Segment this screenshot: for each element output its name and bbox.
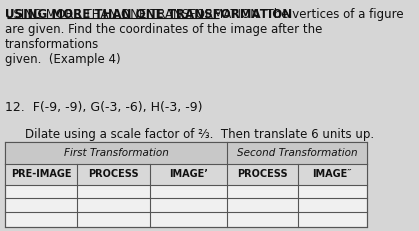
Text: Second Transformation: Second Transformation: [237, 148, 357, 158]
Text: IMAGE’: IMAGE’: [169, 169, 208, 179]
Text: 12.  F(-9, -9), G(-3, -6), H(-3, -9): 12. F(-9, -9), G(-3, -6), H(-3, -9): [5, 101, 203, 114]
Text: Dilate using a scale factor of ⅔.  Then translate 6 units up.: Dilate using a scale factor of ⅔. Then t…: [26, 128, 375, 141]
Text: First Transformation: First Transformation: [64, 148, 169, 158]
Bar: [5, 164, 367, 185]
Text: IMAGE″: IMAGE″: [313, 169, 352, 179]
Text: PROCESS: PROCESS: [237, 169, 288, 179]
Text: USING MORE THAN ONE TRANSFORMATION: USING MORE THAN ONE TRANSFORMATION: [5, 8, 292, 21]
Text: PROCESS: PROCESS: [88, 169, 139, 179]
Text: USING MORE THAN ONE TRANSFORMATION  The vertices of a figure
are given. Find the: USING MORE THAN ONE TRANSFORMATION The v…: [5, 8, 404, 66]
Text: PRE-IMAGE: PRE-IMAGE: [11, 169, 72, 179]
Bar: [5, 142, 367, 227]
Bar: [5, 142, 367, 164]
